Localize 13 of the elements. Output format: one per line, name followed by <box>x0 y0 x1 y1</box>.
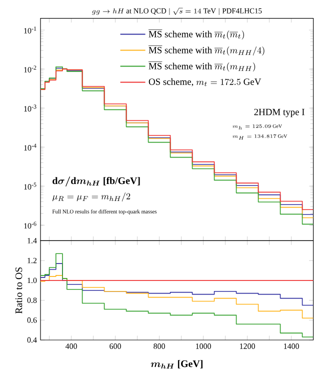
annotation: $\text{Full NLO results for different top-quark masses}$ <box>52 209 157 215</box>
y-axis-title: Ratio to OS <box>15 267 22 314</box>
legend-label: $\overline{\mathrm{MS}}\ \text{scheme with}\ \overline{m}_t(m_{HH})$ <box>148 62 256 72</box>
x-axis-title: $\boldsymbol{m_{hH}}\ \textbf{[GeV]}$ <box>150 360 203 369</box>
annotation: $\mu_R = \mu_F = m_{hH}/2$ <box>52 192 130 202</box>
legend-label: $\overline{\mathrm{MS}}\ \text{scheme with}\ \overline{m}_t(m_{HH}/4)$ <box>148 46 264 56</box>
legend-label: $\overline{\mathrm{MS}}\ \text{scheme with}\ \overline{m}_t(\overline{m}_t)$ <box>148 30 244 40</box>
annotation: $\boldsymbol{\mathrm{d}\sigma/\mathrm{d}m_{hH}}\ \textbf{[fb/GeV]}$ <box>52 176 140 186</box>
annotation: $\text{2HDM type I}$ <box>254 108 304 118</box>
legend-label: $\text{OS scheme,}\ m_t = 172.5\ \text{GeV}$ <box>148 78 262 86</box>
chart-title: $gg \to hH\ \text{at NLO QCD}\ |\ \sqrt{s} = 14\ \text{TeV}\ |\ \text{PDF4LHC15}$ <box>92 8 262 16</box>
annotation: $m_h = 125.09\ \text{GeV}$ <box>232 124 282 130</box>
annotation: $m_H = 134.817\ \text{GeV}$ <box>232 134 288 140</box>
